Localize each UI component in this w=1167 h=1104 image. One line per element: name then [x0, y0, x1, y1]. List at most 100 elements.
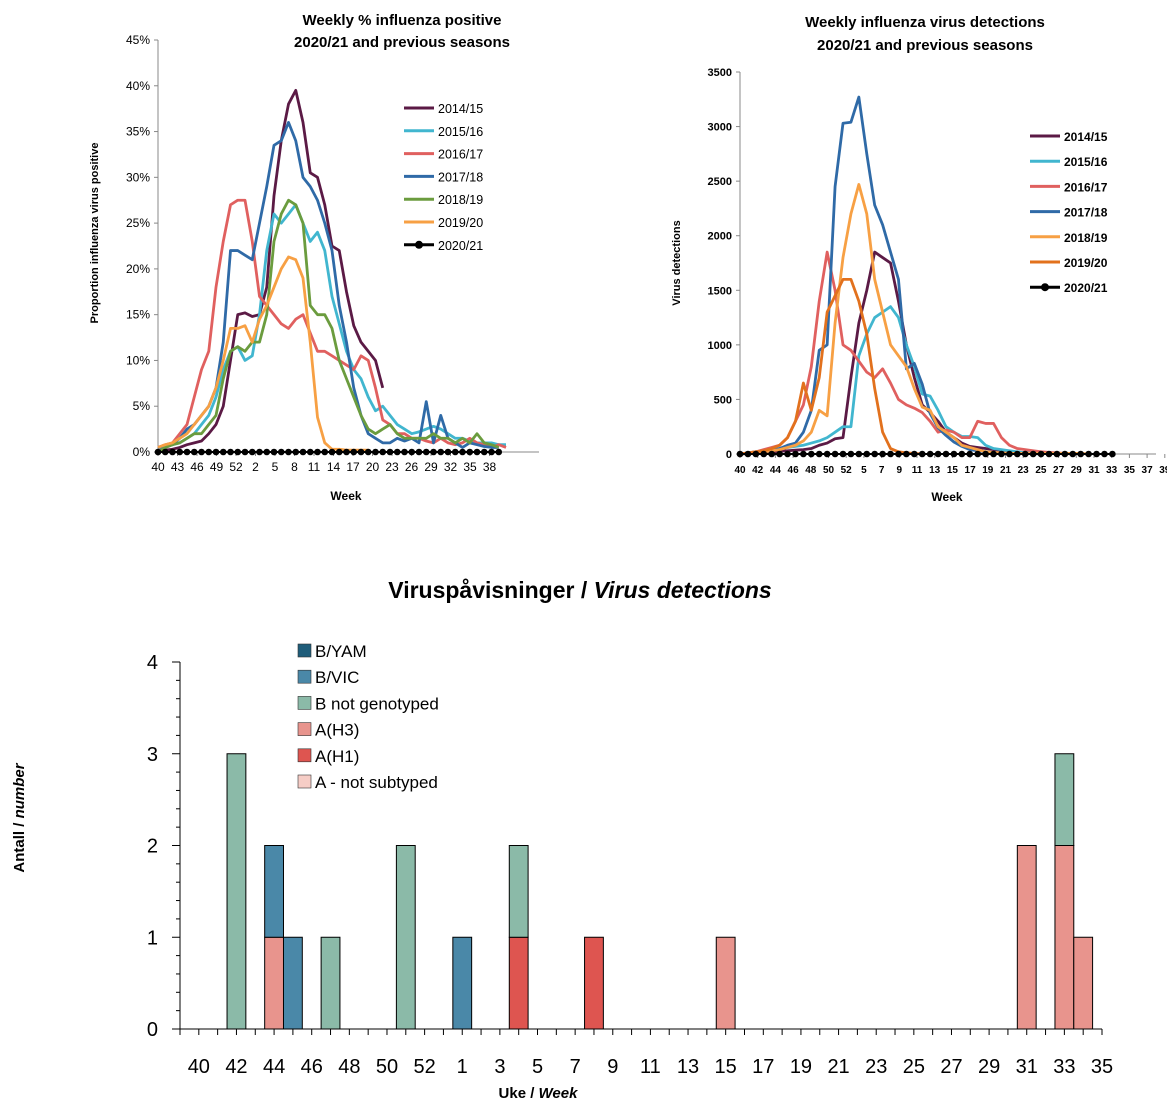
- legend-label: B not genotyped: [315, 694, 439, 713]
- series-point-2020-21: [321, 448, 329, 456]
- series-line-2019-20: [739, 277, 923, 456]
- series-point-2020-21: [314, 448, 321, 456]
- series-line-2017-18: [739, 95, 1010, 456]
- series-point-2020-21: [422, 448, 430, 456]
- c3-x-tick-label: 9: [607, 1056, 618, 1078]
- series-point-2020-21: [792, 450, 799, 458]
- c3-y-tick-label: 1: [147, 927, 158, 949]
- c1-x-tick-label: 43: [171, 460, 185, 474]
- series-point-2020-21: [768, 450, 775, 458]
- c3-y-label-plain: Antall /: [11, 818, 28, 872]
- series-point-2020-21: [926, 450, 934, 458]
- c1-y-tick-label: 10%: [126, 353, 150, 367]
- legend-label: 2016/17: [1064, 180, 1108, 194]
- c2-x-tick-label: 13: [929, 465, 941, 476]
- series-point-2020-21: [1006, 450, 1013, 458]
- legend-swatch: [297, 722, 312, 736]
- c2-x-axis-label: Week: [931, 490, 962, 504]
- series-point-2020-21: [1014, 450, 1021, 458]
- c3-x-tick-label: 33: [1053, 1056, 1075, 1078]
- c2-subtitle: 2020/21 and previous seasons: [817, 37, 1033, 54]
- bar-segment-b-not-genotyped: [320, 936, 341, 1030]
- c3-x-tick-label: 5: [532, 1056, 543, 1078]
- c1-y-tick-label: 40%: [126, 79, 150, 93]
- c3-x-tick-label: 1: [457, 1056, 468, 1078]
- c1-x-tick-label: 23: [385, 460, 399, 474]
- c2-x-tick-label: 46: [788, 465, 800, 476]
- c2-y-tick-label: 0: [726, 449, 732, 461]
- bar-segment-b-vic: [282, 936, 303, 1030]
- legend-swatch: [297, 669, 312, 684]
- c1-subtitle: 2020/21 and previous seasons: [294, 34, 510, 51]
- legend-label: 2020/21: [1064, 281, 1108, 295]
- c2-y-tick-label: 1000: [708, 340, 732, 352]
- series-point-2020-21: [934, 450, 942, 458]
- c2-x-tick-label: 44: [770, 465, 782, 476]
- legend-label: 2018/19: [438, 193, 483, 207]
- legend-marker: [415, 240, 423, 249]
- series-point-2020-21: [234, 448, 242, 456]
- series-point-2020-21: [784, 450, 791, 458]
- bar-segment-b-not-genotyped: [395, 845, 416, 1030]
- series-point-2020-21: [752, 450, 760, 458]
- c1-y-tick-label: 30%: [126, 170, 150, 184]
- c2-x-tick-label: 7: [879, 465, 885, 476]
- c3-x-tick-label: 17: [752, 1056, 774, 1078]
- series-point-2020-21: [372, 448, 379, 456]
- series-point-2020-21: [831, 450, 839, 458]
- c3-x-tick-label: 29: [978, 1056, 1000, 1078]
- c2-x-tick-label: 50: [823, 465, 835, 476]
- series-point-2020-21: [285, 448, 292, 456]
- series-line-2018-19: [157, 198, 500, 454]
- series-point-2020-21: [1101, 450, 1108, 458]
- series-point-2020-21: [736, 450, 744, 458]
- bar-segment-a-h3-: [715, 936, 736, 1030]
- series-point-2020-21: [415, 448, 423, 456]
- c3-x-tick-label: 3: [494, 1056, 505, 1078]
- c3-x-tick-label: 27: [940, 1056, 962, 1078]
- series-point-2020-21: [966, 450, 974, 458]
- series-line-2014-15: [157, 88, 385, 454]
- legend-label: 2016/17: [438, 148, 483, 162]
- series-point-2020-21: [982, 450, 989, 458]
- virus-detections-bar-chart: Viruspåvisninger / Virus detections Anta…: [11, 577, 1113, 1102]
- series-point-2020-21: [270, 448, 278, 456]
- c3-title-italic: Virus detections: [594, 577, 772, 603]
- series-point-2020-21: [847, 450, 855, 458]
- series-point-2020-21: [488, 448, 495, 456]
- legend-label: 2014/15: [1064, 130, 1108, 144]
- series-line-2014-15: [739, 250, 1042, 456]
- c3-x-tick-label: 25: [903, 1056, 925, 1078]
- legend-label: A(H3): [315, 721, 359, 740]
- series-line-2016-17: [157, 198, 507, 449]
- series-point-2020-21: [219, 448, 227, 456]
- series-point-2020-21: [241, 448, 249, 456]
- legend-marker: [1041, 283, 1049, 292]
- virus-detections-chart: Weekly influenza virus detections 2020/2…: [671, 14, 1167, 504]
- c2-x-tick-label: 5: [861, 465, 867, 476]
- legend-label: 2017/18: [438, 170, 483, 184]
- series-point-2020-21: [776, 450, 783, 458]
- series-point-2020-21: [990, 450, 997, 458]
- c2-x-tick-label: 37: [1142, 465, 1154, 476]
- series-point-2020-21: [887, 450, 894, 458]
- percent-positive-chart: Weekly % influenza positive 2020/21 and …: [89, 12, 539, 503]
- bar-segment-a-h3-: [1016, 845, 1037, 1030]
- series-point-2020-21: [1077, 450, 1084, 458]
- c1-x-tick-label: 35: [463, 460, 477, 474]
- legend-label: B/YAM: [315, 642, 367, 661]
- c2-title: Weekly influenza virus detections: [805, 14, 1045, 31]
- series-point-2020-21: [839, 450, 847, 458]
- series-line-2018-19: [739, 183, 1089, 456]
- c1-x-tick-label: 29: [424, 460, 438, 474]
- c2-x-tick-label: 52: [841, 465, 853, 476]
- c3-x-tick-label: 42: [225, 1056, 247, 1078]
- c1-x-tick-label: 11: [308, 460, 321, 474]
- series-point-2020-21: [183, 448, 191, 456]
- legend-label: 2020/21: [438, 239, 483, 253]
- c2-x-tick-label: 39: [1159, 465, 1167, 476]
- series-point-2020-21: [1021, 450, 1029, 458]
- c2-y-tick-label: 500: [714, 394, 732, 406]
- c3-x-label-plain: Uke /: [499, 1085, 539, 1102]
- c3-x-tick-label: 15: [715, 1056, 737, 1078]
